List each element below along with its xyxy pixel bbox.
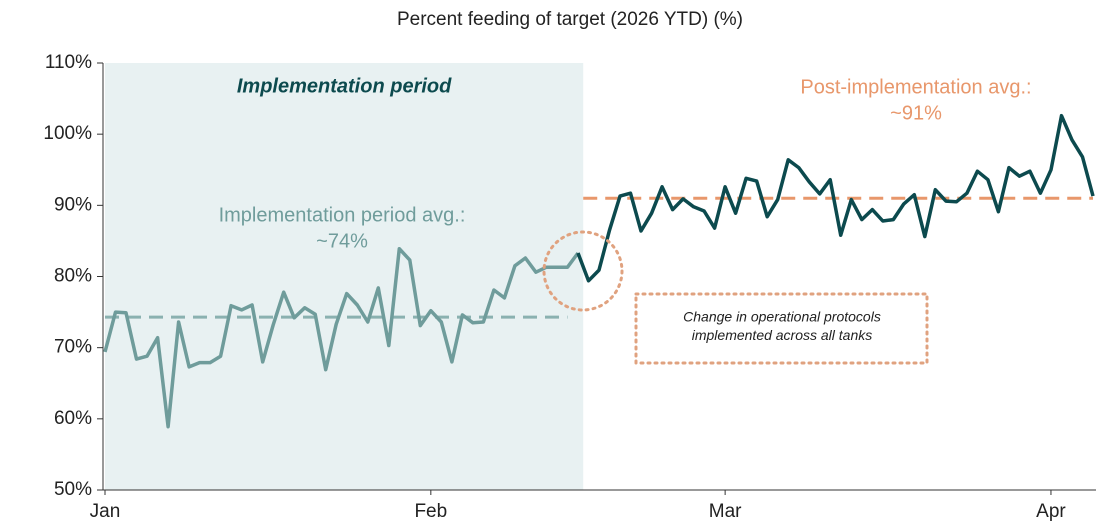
series-line — [576, 113, 1095, 283]
y-tick-label: 100% — [43, 123, 92, 144]
y-tick-label: 70% — [54, 337, 92, 358]
callout-box — [634, 292, 929, 365]
y-tick-label: 60% — [54, 408, 92, 429]
annotation: Post-implementation avg.: — [800, 76, 1031, 98]
x-tick-label: Feb — [414, 501, 447, 522]
shaded-region — [105, 63, 584, 490]
x-tick-label: Jan — [90, 501, 121, 522]
x-tick-label: Apr — [1036, 501, 1066, 522]
annotation: Change in operational protocols — [683, 309, 881, 325]
y-tick-label: 50% — [54, 479, 92, 500]
region-label: Implementation period — [237, 75, 452, 97]
annotation: implemented across all tanks — [692, 327, 873, 343]
x-tick-label: Mar — [709, 501, 742, 522]
y-tick-label: 80% — [54, 266, 92, 287]
y-tick-label: 90% — [54, 194, 92, 215]
highlight-circle — [542, 230, 624, 312]
y-tick-label: 110% — [45, 52, 92, 73]
annotation: ~91% — [890, 102, 942, 124]
annotation: Implementation period avg.: — [219, 204, 466, 226]
series-line — [103, 246, 580, 429]
annotation: ~74% — [316, 230, 368, 252]
chart-title: Percent feeding of target (2026 YTD) (%) — [397, 9, 743, 30]
